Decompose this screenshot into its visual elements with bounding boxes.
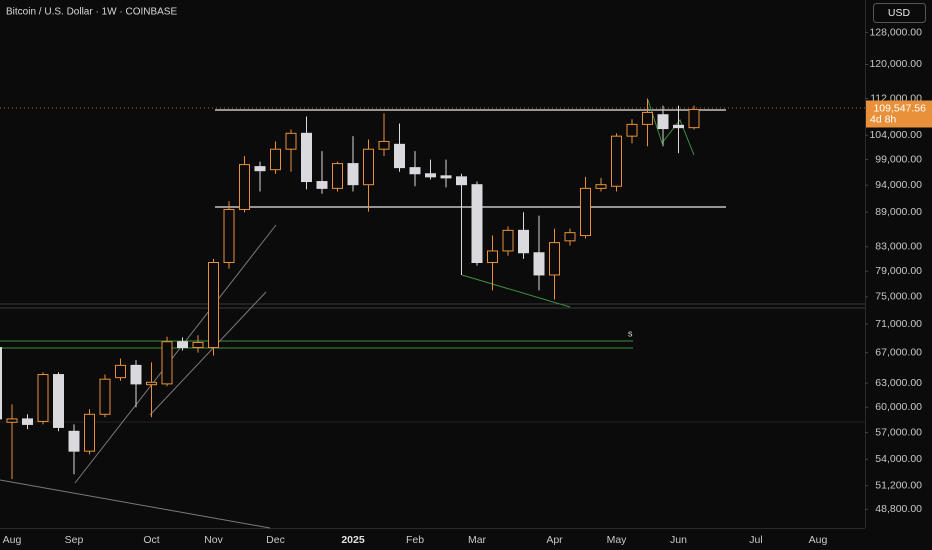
channel-line (74, 224, 277, 484)
candle-body (0, 347, 2, 420)
candle-body (580, 187, 591, 237)
y-tick-label: 71,000.00 (875, 318, 922, 330)
candle-body (22, 418, 33, 425)
candle-body (347, 163, 359, 186)
y-tick-label: 51,200.00 (875, 479, 922, 491)
y-tick-label: 83,000.00 (875, 241, 922, 253)
last-price-label: 109,547.56 (873, 102, 926, 114)
candle-body (115, 364, 126, 379)
trend-line (461, 274, 571, 308)
candle-body (378, 140, 390, 150)
currency-button[interactable] (873, 3, 926, 23)
candle-body (285, 132, 297, 150)
y-tick-label: 128,000.00 (869, 26, 922, 38)
x-tick-label: Apr (546, 534, 563, 546)
x-tick-label: May (607, 534, 628, 546)
y-tick-label: 99,000.00 (875, 153, 922, 165)
candle-body (487, 250, 498, 263)
y-tick-label: 67,000.00 (875, 346, 922, 358)
candle-body (440, 175, 452, 179)
candle-body (549, 242, 560, 276)
zigzag (647, 99, 695, 156)
y-tick-label: 60,000.00 (875, 401, 922, 413)
y-tick-label: 79,000.00 (875, 265, 922, 277)
candle-body (471, 184, 483, 263)
candle-body (130, 364, 142, 385)
candle-body (673, 124, 684, 129)
x-tick-label: 2025 (341, 534, 365, 546)
x-tick-label: Feb (406, 534, 424, 546)
candle-body (332, 163, 343, 189)
drawings (0, 99, 865, 529)
y-tick-label: 120,000.00 (869, 58, 922, 70)
y-tick-label: 94,000.00 (875, 179, 922, 191)
candle-body (595, 184, 607, 189)
candle-body (161, 341, 173, 385)
x-tick-label: Jun (670, 534, 687, 546)
candle-body (223, 208, 235, 263)
candle-body (146, 381, 157, 386)
y-tick-label: 89,000.00 (875, 206, 922, 218)
chart-title: Bitcoin / U.S. Dollar · 1W · COINBASE (6, 7, 177, 18)
candle-body (642, 111, 653, 125)
y-tick-label: 54,000.00 (875, 453, 922, 465)
candle-body (254, 166, 266, 172)
candle-body (6, 418, 18, 423)
x-tick-label: Aug (809, 534, 828, 546)
candle-body (533, 252, 545, 276)
candle-body (37, 374, 49, 422)
candle-body (192, 341, 204, 349)
candle-body (53, 374, 64, 428)
bar-countdown: 4d 8h (870, 113, 896, 125)
candle-body (84, 413, 95, 452)
candle-body (626, 123, 638, 137)
candle-body (425, 173, 436, 178)
candle-body (316, 181, 328, 189)
y-tick-label: 63,000.00 (875, 377, 922, 389)
x-tick-label: Jul (749, 534, 762, 546)
currency-label[interactable]: USD (888, 7, 911, 19)
x-tick-label: Sep (65, 534, 84, 546)
x-tick-label: Dec (266, 534, 285, 546)
candle-body (208, 261, 219, 349)
candle-body (456, 176, 467, 186)
candle-body (502, 229, 514, 252)
candle-body (518, 229, 529, 254)
trend-line (0, 479, 271, 529)
y-tick-label: 104,000.00 (869, 129, 922, 141)
candle-body (564, 232, 576, 242)
candle-body (99, 378, 111, 415)
candle-body (363, 148, 374, 186)
x-tick-label: Mar (468, 534, 487, 546)
y-tick-label: 75,000.00 (875, 291, 922, 303)
x-tick-label: Oct (143, 534, 159, 546)
candle-body (270, 148, 281, 171)
channel-line (149, 291, 267, 416)
y-tick-label: 57,000.00 (875, 426, 922, 438)
y-tick-label: 48,800.00 (875, 503, 922, 515)
candle-body (239, 164, 250, 210)
candle-body (394, 143, 405, 169)
candle-body (177, 341, 188, 349)
candle-body (657, 114, 669, 130)
candle-body (68, 430, 80, 452)
x-tick-label: Aug (3, 534, 22, 546)
x-tick-label: Nov (204, 534, 223, 546)
last-price-box (866, 100, 932, 128)
annotation: s (628, 328, 633, 338)
candle-body (688, 109, 700, 129)
candle-body (301, 132, 312, 183)
candle-body (409, 167, 421, 175)
candle-body (611, 135, 622, 187)
